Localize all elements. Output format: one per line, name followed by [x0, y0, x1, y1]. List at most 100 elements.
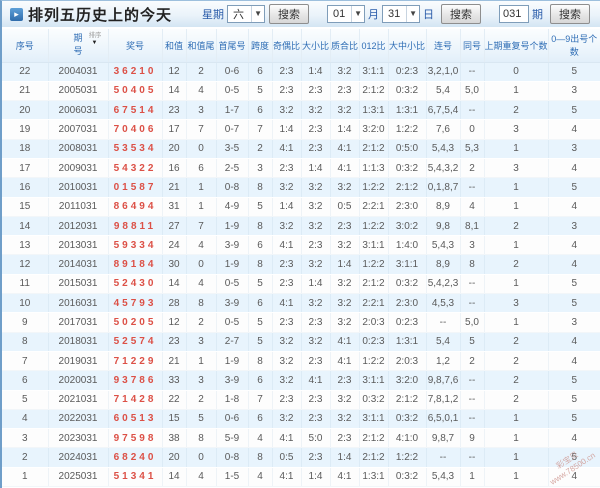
- table-cell: 1: [484, 197, 549, 217]
- table-cell: 1:2:2: [359, 216, 389, 237]
- table-row: 5 2021031 71428 22 2 1-8 7 2:3 2:3 3:2 0:3:2 2:1:2 7…: [2, 390, 600, 410]
- table-cell: 2:3: [272, 62, 302, 82]
- table-cell: 2: [248, 139, 273, 159]
- table-cell: 5-9: [216, 428, 249, 449]
- table-cell: 0-6: [216, 62, 249, 82]
- table-cell: 3: [186, 370, 217, 391]
- table-row: 10 2016031 45793 28 8 3-9 6 4:1 3:2 3:2 2:2:1 2:3:0…: [2, 293, 600, 314]
- table-cell: --: [460, 409, 485, 430]
- table-cell: 2:3: [330, 428, 360, 449]
- table-cell: 2021031: [48, 390, 109, 410]
- table-cell: 2013031: [48, 235, 109, 256]
- table-cell: 8: [186, 293, 217, 314]
- table-cell: 4:1: [272, 235, 302, 256]
- table-cell: 1:4: [301, 158, 331, 179]
- table-cell: 3:2: [301, 332, 331, 352]
- table-cell: 4: [548, 235, 600, 256]
- issue-input[interactable]: [499, 5, 529, 23]
- table-cell: 2025031: [48, 467, 109, 488]
- table-cell: 3:1:1: [359, 409, 389, 430]
- week-select[interactable]: 六 ▼: [227, 5, 265, 23]
- table-cell: 9: [2, 312, 49, 333]
- table-cell: 2005031: [48, 81, 109, 102]
- table-cell: 1-8: [216, 390, 249, 410]
- table-cell: 10: [2, 293, 49, 314]
- table-cell: 1: [186, 197, 217, 217]
- table-cell: 4: [548, 119, 600, 140]
- table-cell: 3:2: [330, 100, 360, 121]
- issue-search-button[interactable]: 搜索: [550, 4, 590, 24]
- table-body: 22 2004031 36210 12 2 0-6 6 2:3 1:4 3:2 3:1:1 0:2:3…: [2, 62, 600, 488]
- table-cell: 5: [548, 409, 600, 430]
- table-cell: 1:3:1: [359, 100, 389, 121]
- table-cell: 20: [2, 100, 49, 121]
- table-cell: 1:4: [330, 447, 360, 468]
- table-cell: 7: [2, 351, 49, 372]
- table-cell: 2: [484, 351, 549, 372]
- table-cell: 0: [186, 254, 217, 275]
- table-cell: 4: [548, 467, 600, 488]
- table-cell: 2:1:2: [388, 390, 427, 410]
- table-cell: 1:4:0: [388, 235, 427, 256]
- table-cell: 4: [548, 197, 600, 217]
- table-cell: 3: [484, 293, 549, 314]
- table-cell: 5: [548, 447, 600, 468]
- table-cell: 5,0: [460, 312, 485, 333]
- table-cell: 12: [162, 62, 187, 82]
- table-row: 7 2019031 71229 21 1 1-9 8 3:2 2:3 4:1 1:2:2 2:0:3 1…: [2, 351, 600, 372]
- table-cell: 4:1: [330, 467, 360, 488]
- prize-number: 67514: [108, 100, 163, 121]
- month-select[interactable]: 01 ▼: [327, 5, 365, 23]
- table-cell: 14: [2, 216, 49, 237]
- column-header: 和值: [162, 29, 187, 63]
- table-cell: 2:1:2: [388, 177, 427, 198]
- column-header: 012比: [359, 29, 389, 63]
- table-cell: 0:2:3: [388, 312, 427, 333]
- table-cell: 6,7,5,4: [426, 100, 461, 121]
- date-search-button[interactable]: 搜索: [441, 4, 481, 24]
- table-row: 13 2013031 59334 24 4 3-9 6 4:1 2:3 3:2 3:1:1 1:4:0…: [2, 235, 600, 256]
- table-header: 序号 期号 排序 ▼ 奖号 和值 和值尾 首尾号 跨度 奇偶比 大小比 质合比 012比 大中小比 连号 同号…: [2, 29, 600, 63]
- table-cell: 15: [2, 197, 49, 217]
- table-cell: 3-9: [216, 370, 249, 391]
- week-search-button[interactable]: 搜索: [269, 4, 309, 24]
- prize-number: 53534: [108, 139, 163, 159]
- table-cell: 5,4,2,3: [426, 274, 461, 295]
- table-cell: 5: [548, 100, 600, 121]
- table-cell: 0:3:2: [388, 467, 427, 488]
- table-cell: 8: [248, 177, 273, 198]
- table-cell: 2:2:1: [359, 197, 389, 217]
- sort-control[interactable]: 排序 ▼: [88, 32, 102, 46]
- table-row: 22 2004031 36210 12 2 0-6 6 2:3 1:4 3:2 3:1:1 0:2:3…: [2, 62, 600, 82]
- table-cell: 9,8,7: [426, 428, 461, 449]
- table-cell: 2: [484, 216, 549, 237]
- title-bar: ▸ 排列五历史上的今天 星期 六 ▼ 搜索 01 ▼ 月 31 ▼ 日 搜索 期: [2, 1, 600, 29]
- day-select[interactable]: 31 ▼: [382, 5, 420, 23]
- table-cell: 1:3:1: [388, 100, 427, 121]
- prize-number: 50205: [108, 312, 163, 333]
- table-cell: 15: [162, 409, 187, 430]
- table-cell: 3:2: [330, 235, 360, 256]
- prize-number: 52430: [108, 274, 163, 295]
- table-cell: 6: [248, 100, 273, 121]
- table-cell: 2024031: [48, 447, 109, 468]
- table-cell: 2: [484, 370, 549, 391]
- table-cell: 2004031: [48, 62, 109, 82]
- prize-number: 52574: [108, 332, 163, 352]
- table-cell: 2009031: [48, 158, 109, 179]
- table-cell: 2:3: [301, 139, 331, 159]
- table-cell: 16: [2, 177, 49, 198]
- day-label: 日: [423, 9, 434, 21]
- table-cell: --: [460, 100, 485, 121]
- month-label: 月: [368, 9, 379, 21]
- table-cell: 7: [186, 119, 217, 140]
- table-cell: 2: [2, 447, 49, 468]
- table-cell: 1:4: [272, 119, 302, 140]
- chevron-down-icon: ▼: [351, 6, 362, 22]
- table-cell: 0:3:2: [359, 390, 389, 410]
- table-cell: 4,5,3: [426, 293, 461, 314]
- table-cell: 2:3: [301, 390, 331, 410]
- table-cell: 1: [484, 467, 549, 488]
- table-cell: 14: [162, 274, 187, 295]
- table-cell: 0: [186, 447, 217, 468]
